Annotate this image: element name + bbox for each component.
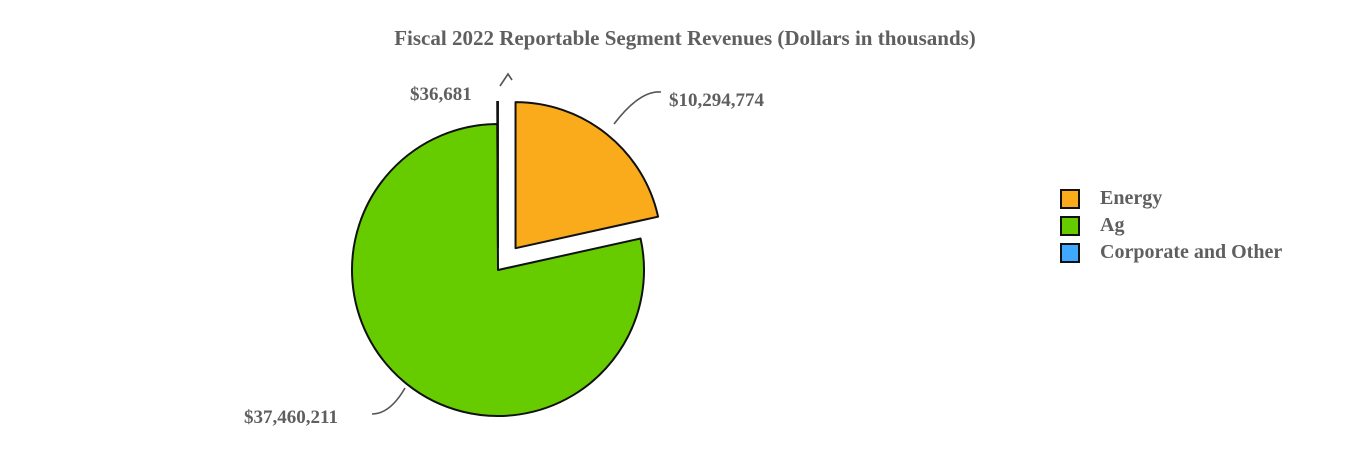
value-label-ag: $37,460,211 [244,407,338,428]
value-label-energy: $10,294,774 [669,90,765,111]
legend-item-energy[interactable]: Energy [1060,185,1282,212]
legend-swatch-ag [1060,215,1080,236]
legend-swatch-corporate-and-other [1060,242,1080,263]
leader-line-ag [371,387,406,415]
legend-label-ag: Ag [1100,214,1125,236]
value-label-corporate: $36,681 [410,84,472,105]
leader-line-corporate [499,72,513,87]
pie-slice-energy [514,101,660,250]
pie-slice-corporate-and-other [496,100,499,249]
legend-label-corporate-and-other: Corporate and Other [1100,241,1283,263]
pie-slice-ag [351,123,645,417]
legend-item-corporate-and-other[interactable]: Corporate and Other [1060,239,1282,266]
chart-title: Fiscal 2022 Reportable Segment Revenues … [394,26,976,50]
leader-line-energy [613,91,662,125]
legend-item-ag[interactable]: Ag [1060,212,1282,239]
legend-label-energy: Energy [1100,187,1163,209]
legend-swatch-energy [1060,188,1080,209]
legend: Energy Ag Corporate and Other [1060,185,1282,266]
